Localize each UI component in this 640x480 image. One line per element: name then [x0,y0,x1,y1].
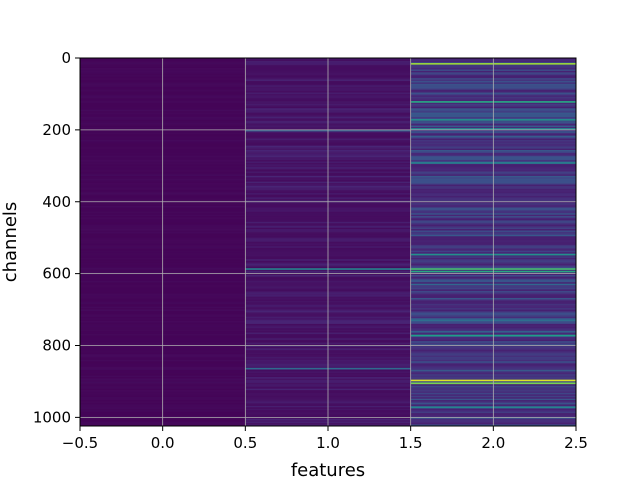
y-tick-label: 600 [42,265,71,283]
x-tick-label: 0.5 [233,434,257,452]
y-tick-label: 800 [42,337,71,355]
x-tick-label: 2.5 [564,434,588,452]
x-tick-label: −0.5 [62,434,98,452]
y-axis-label: channels [0,202,21,283]
x-tick-label: 2.0 [481,434,505,452]
x-tick-label: 0.0 [151,434,175,452]
y-axis-ticks: 0 200 400 600 800 1000 [33,49,80,426]
y-tick-label: 200 [42,121,71,139]
x-axis-ticks: −0.5 0.0 0.5 1.0 1.5 2.0 2.5 [62,426,588,452]
x-tick-label: 1.5 [399,434,423,452]
x-tick-label: 1.0 [316,434,340,452]
y-tick-label: 400 [42,193,71,211]
y-tick-label: 1000 [33,408,71,426]
y-tick-label: 0 [61,49,71,67]
x-axis-label: features [291,460,365,480]
